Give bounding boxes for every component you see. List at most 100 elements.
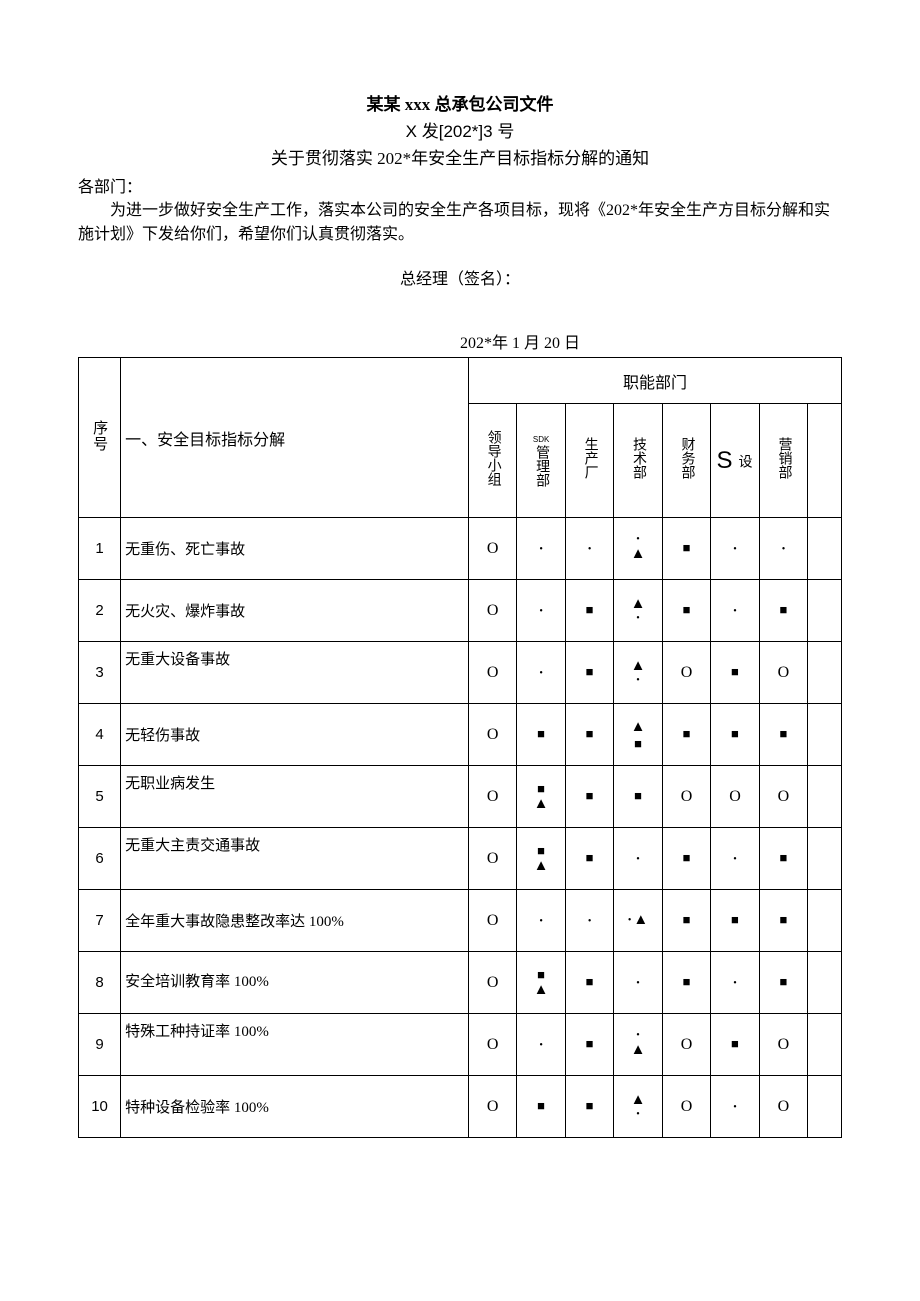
- goals-table: 序号 一、安全目标指标分解 职能部门 领导小组SDK管理部生产厂技术部财务部S设…: [78, 357, 842, 1138]
- row-cell: O: [468, 518, 516, 580]
- table-row: 4无轻伤事故O■■▲■■■■: [79, 704, 842, 766]
- col-header-seq: 序号: [79, 358, 121, 518]
- row-cell: ■: [759, 952, 807, 1014]
- row-cell: ■: [662, 890, 710, 952]
- row-cell: ■▲: [517, 952, 565, 1014]
- row-cell-empty: [808, 890, 842, 952]
- row-cell: •: [517, 580, 565, 642]
- table-row: 8安全培训教育率 100%O■▲■•■•■: [79, 952, 842, 1014]
- row-seq: 4: [79, 704, 121, 766]
- row-cell: •: [711, 1076, 759, 1138]
- table-row: 7全年重大事故隐患整改率达 100%O•••▲■■■: [79, 890, 842, 952]
- row-cell: ■: [662, 518, 710, 580]
- row-cell: ■: [662, 580, 710, 642]
- row-desc: 安全培训教育率 100%: [121, 952, 469, 1014]
- table-row: 2无火灾、爆炸事故O•■▲•■•■: [79, 580, 842, 642]
- doc-title-notice: 关于贯彻落实 202*年安全生产目标指标分解的通知: [78, 144, 842, 169]
- row-cell: ▲■: [614, 704, 662, 766]
- row-cell: O: [662, 642, 710, 704]
- row-desc: 无轻伤事故: [121, 704, 469, 766]
- row-cell: ▲•: [614, 580, 662, 642]
- table-row: 10特种设备检验率 100%O■■▲•O•O: [79, 1076, 842, 1138]
- row-cell: O: [759, 642, 807, 704]
- row-cell: O: [468, 642, 516, 704]
- row-cell: O: [468, 1014, 516, 1076]
- row-cell: O: [759, 1014, 807, 1076]
- row-cell: ■: [565, 1014, 613, 1076]
- row-seq: 7: [79, 890, 121, 952]
- table-row: 5无职业病发生O■▲■■OOO: [79, 766, 842, 828]
- row-cell: ■: [565, 580, 613, 642]
- row-cell: O: [468, 1076, 516, 1138]
- row-cell: ▲•: [614, 1076, 662, 1138]
- row-cell: •▲: [614, 890, 662, 952]
- row-desc: 特殊工种持证率 100%: [121, 1014, 469, 1076]
- row-cell: ■: [517, 1076, 565, 1138]
- row-cell: ■: [759, 890, 807, 952]
- row-cell: •▲: [614, 518, 662, 580]
- col-header-dept-5: S设: [711, 404, 759, 518]
- row-cell: O: [759, 766, 807, 828]
- row-cell: •: [711, 952, 759, 1014]
- row-desc: 无重大主责交通事故: [121, 828, 469, 890]
- row-cell: •: [517, 518, 565, 580]
- row-cell: ■▲: [517, 828, 565, 890]
- row-desc: 无重伤、死亡事故: [121, 518, 469, 580]
- row-cell: ■: [565, 642, 613, 704]
- table-row: 9特殊工种持证率 100%O•■•▲O■O: [79, 1014, 842, 1076]
- row-desc: 无重大设备事故: [121, 642, 469, 704]
- row-cell: •: [614, 952, 662, 1014]
- row-cell: ■: [711, 1014, 759, 1076]
- doc-title-main: 某某 xxx 总承包公司文件: [78, 90, 842, 115]
- doc-body: 为进一步做好安全生产工作，落实本公司的安全生产各项目标，现将《202*年安全生产…: [78, 199, 842, 247]
- row-cell: ■: [614, 766, 662, 828]
- row-cell-empty: [808, 1076, 842, 1138]
- row-cell: O: [662, 1014, 710, 1076]
- row-seq: 9: [79, 1014, 121, 1076]
- row-seq: 3: [79, 642, 121, 704]
- row-desc: 无职业病发生: [121, 766, 469, 828]
- row-cell: ■: [565, 952, 613, 1014]
- row-cell-empty: [808, 766, 842, 828]
- row-desc: 特种设备检验率 100%: [121, 1076, 469, 1138]
- row-cell: O: [468, 766, 516, 828]
- doc-addressee: 各部门：: [78, 173, 842, 197]
- row-seq: 10: [79, 1076, 121, 1138]
- row-cell: O: [662, 766, 710, 828]
- row-cell-empty: [808, 1014, 842, 1076]
- row-cell: O: [468, 952, 516, 1014]
- row-cell-empty: [808, 642, 842, 704]
- row-cell-empty: [808, 828, 842, 890]
- row-cell: ▲•: [614, 642, 662, 704]
- row-cell: O: [468, 828, 516, 890]
- row-cell: ■▲: [517, 766, 565, 828]
- row-cell: •: [565, 890, 613, 952]
- doc-title-sub: X 发[202*]3 号: [78, 117, 842, 142]
- table-header-row-1: 序号 一、安全目标指标分解 职能部门: [79, 358, 842, 404]
- row-cell: •: [565, 518, 613, 580]
- row-cell: •▲: [614, 1014, 662, 1076]
- row-cell: •: [711, 518, 759, 580]
- row-cell: •: [614, 828, 662, 890]
- table-row: 6无重大主责交通事故O■▲■•■•■: [79, 828, 842, 890]
- row-cell: O: [662, 1076, 710, 1138]
- row-cell: O: [468, 890, 516, 952]
- table-row: 1无重伤、死亡事故O•••▲■••: [79, 518, 842, 580]
- row-cell: ■: [565, 1076, 613, 1138]
- col-header-dept-4: 财务部: [662, 404, 710, 518]
- row-cell: ■: [565, 828, 613, 890]
- row-cell: ■: [662, 828, 710, 890]
- row-cell: ■: [711, 704, 759, 766]
- row-cell: O: [468, 704, 516, 766]
- col-header-dept-empty: [808, 404, 842, 518]
- row-seq: 1: [79, 518, 121, 580]
- col-header-dept-6: 营销部: [759, 404, 807, 518]
- row-desc: 全年重大事故隐患整改率达 100%: [121, 890, 469, 952]
- col-header-desc: 一、安全目标指标分解: [121, 358, 469, 518]
- row-cell: ■: [759, 704, 807, 766]
- row-cell: ■: [662, 704, 710, 766]
- row-cell: ■: [662, 952, 710, 1014]
- table-row: 3无重大设备事故O•■▲•O■O: [79, 642, 842, 704]
- doc-date: 202*年 1 月 20 日: [78, 329, 842, 353]
- row-seq: 2: [79, 580, 121, 642]
